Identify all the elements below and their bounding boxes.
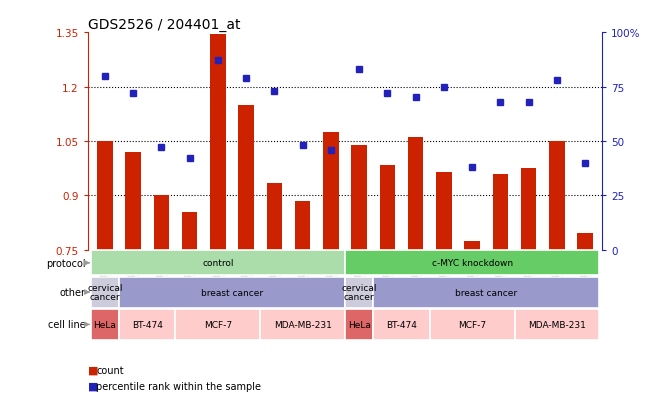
Text: cervical
cancer: cervical cancer <box>341 283 377 301</box>
Bar <box>345 277 373 308</box>
Bar <box>238 105 254 250</box>
Bar <box>176 309 260 340</box>
Bar <box>323 133 339 250</box>
Bar <box>154 196 169 250</box>
Bar <box>373 309 430 340</box>
Text: BT-474: BT-474 <box>386 320 417 329</box>
Text: MDA-MB-231: MDA-MB-231 <box>273 320 331 329</box>
Text: c-MYC knockdown: c-MYC knockdown <box>432 259 513 268</box>
Text: control: control <box>202 259 234 268</box>
Text: MCF-7: MCF-7 <box>458 320 486 329</box>
Text: percentile rank within the sample: percentile rank within the sample <box>96 381 261 391</box>
Bar <box>119 309 176 340</box>
Bar <box>521 169 536 250</box>
Text: MDA-MB-231: MDA-MB-231 <box>528 320 586 329</box>
Bar <box>514 309 600 340</box>
Bar <box>345 309 373 340</box>
Bar <box>380 165 395 250</box>
Bar <box>464 241 480 250</box>
Bar <box>436 172 452 250</box>
Text: cell line: cell line <box>48 320 86 330</box>
Text: cervical
cancer: cervical cancer <box>87 283 122 301</box>
Bar <box>352 145 367 250</box>
Bar <box>260 309 345 340</box>
Text: HeLa: HeLa <box>93 320 117 329</box>
Bar <box>373 277 600 308</box>
Text: HeLa: HeLa <box>348 320 370 329</box>
Bar <box>493 174 508 250</box>
Text: breast cancer: breast cancer <box>201 288 263 297</box>
Bar <box>182 212 197 250</box>
Bar <box>210 35 226 250</box>
Bar <box>430 309 514 340</box>
Bar <box>267 183 282 250</box>
Text: ■: ■ <box>88 381 98 391</box>
Text: GDS2526 / 204401_at: GDS2526 / 204401_at <box>88 18 240 32</box>
Bar <box>119 277 345 308</box>
Text: ■: ■ <box>88 365 98 375</box>
Bar <box>295 201 311 250</box>
Bar <box>97 142 113 250</box>
Text: MCF-7: MCF-7 <box>204 320 232 329</box>
Bar <box>126 152 141 250</box>
Text: count: count <box>96 365 124 375</box>
Text: breast cancer: breast cancer <box>455 288 518 297</box>
Bar <box>90 251 345 276</box>
Text: protocol: protocol <box>46 258 86 268</box>
Text: BT-474: BT-474 <box>132 320 163 329</box>
Bar <box>345 251 600 276</box>
Text: other: other <box>60 287 86 297</box>
Bar <box>90 277 119 308</box>
Bar <box>408 138 423 250</box>
Bar <box>90 309 119 340</box>
Bar <box>577 234 593 250</box>
Bar <box>549 142 564 250</box>
